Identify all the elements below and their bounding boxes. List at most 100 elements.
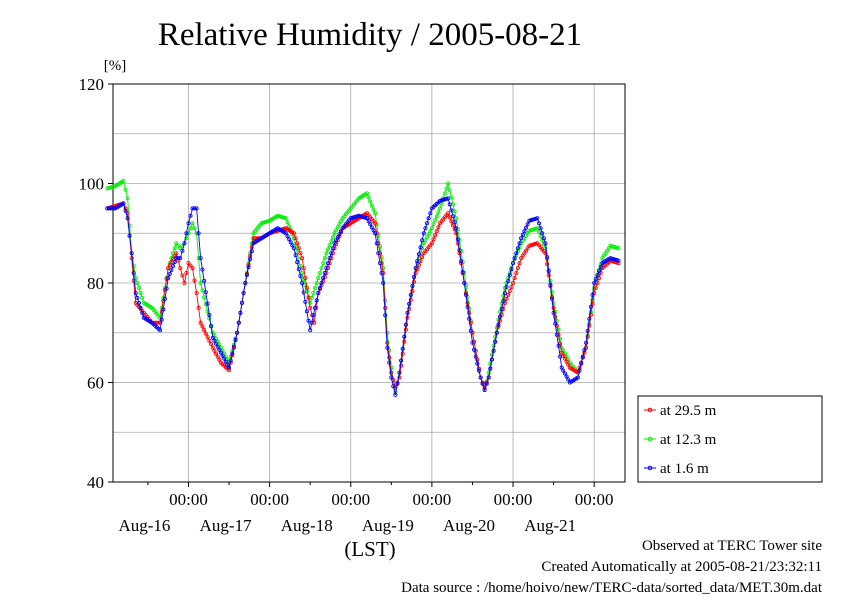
data-point <box>587 323 592 328</box>
data-point <box>543 241 548 246</box>
data-point <box>170 264 175 269</box>
data-point <box>327 256 332 261</box>
data-point <box>517 241 522 246</box>
data-point <box>283 216 288 221</box>
data-point <box>454 226 459 231</box>
data-point <box>387 360 392 365</box>
data-point <box>499 306 504 311</box>
data-point <box>180 248 185 253</box>
data-point <box>399 358 404 363</box>
data-point <box>314 298 319 303</box>
data-point <box>308 305 313 310</box>
data-point <box>446 211 451 216</box>
data-point <box>377 261 382 266</box>
data-point <box>233 337 238 342</box>
data-point <box>188 213 193 218</box>
data-point <box>330 246 335 251</box>
data-point <box>131 278 136 283</box>
data-point <box>426 216 431 221</box>
data-point <box>444 186 449 191</box>
data-point <box>407 301 412 306</box>
data-point <box>470 340 475 345</box>
x-axis-ticks: 00:00 Aug-16 00:00 Aug-17 00:00 Aug-18 00:00 Au… <box>118 482 614 535</box>
data-point <box>207 312 212 317</box>
data-point <box>287 237 292 242</box>
data-point <box>325 247 330 252</box>
legend-swatch-marker <box>647 465 653 471</box>
data-point <box>296 246 301 251</box>
data-point <box>239 300 244 305</box>
data-point <box>510 261 515 266</box>
data-point <box>190 221 195 226</box>
data-point <box>379 255 384 260</box>
data-point <box>217 357 222 362</box>
footer-data-source: Data source : /home/hoivo/new/TERC-data/… <box>401 580 823 595</box>
data-point <box>454 216 459 221</box>
data-point <box>502 290 507 295</box>
data-point <box>512 256 517 261</box>
data-point <box>125 216 130 221</box>
data-point <box>514 270 519 275</box>
data-point <box>512 275 517 280</box>
data-point <box>217 347 222 352</box>
data-point <box>486 370 491 375</box>
data-point <box>509 267 514 272</box>
data-point <box>510 280 515 285</box>
data-point <box>467 316 472 321</box>
data-point <box>395 381 400 386</box>
data-point <box>329 239 334 244</box>
data-point <box>488 366 493 371</box>
data-point <box>431 237 436 242</box>
y-tick-label: 40 <box>87 473 104 492</box>
data-point <box>538 226 543 231</box>
data-point <box>587 316 592 321</box>
data-point <box>338 229 343 234</box>
data-point <box>334 238 339 243</box>
data-point <box>246 265 251 270</box>
data-point <box>136 285 141 290</box>
data-point <box>554 332 559 337</box>
data-point <box>436 225 441 230</box>
data-point <box>592 280 597 285</box>
legend-box <box>637 395 823 483</box>
data-point <box>418 245 423 250</box>
data-point <box>330 235 335 240</box>
data-point <box>559 350 564 355</box>
data-point <box>182 280 187 285</box>
data-point <box>186 221 191 226</box>
data-point <box>174 256 179 261</box>
data-point <box>561 368 566 373</box>
data-point <box>597 269 602 274</box>
data-point <box>515 266 520 271</box>
data-point <box>476 368 481 373</box>
data-point <box>322 256 327 261</box>
data-point <box>321 261 326 266</box>
data-point <box>420 238 425 243</box>
data-point <box>525 222 530 227</box>
data-point <box>501 298 506 303</box>
data-point <box>428 229 433 234</box>
data-point <box>366 195 371 200</box>
data-point <box>322 270 327 275</box>
data-point <box>311 313 316 318</box>
data-point <box>507 272 512 277</box>
data-point <box>158 328 163 333</box>
data-point <box>426 232 431 237</box>
data-point <box>434 229 439 234</box>
data-point <box>410 283 415 288</box>
data-point <box>363 215 368 220</box>
data-point <box>556 343 561 348</box>
data-point <box>231 344 236 349</box>
data-point <box>312 305 317 310</box>
data-point <box>178 246 183 251</box>
data-point <box>215 344 220 349</box>
data-point <box>127 223 132 228</box>
data-point <box>192 226 197 231</box>
data-point <box>397 375 402 380</box>
data-point <box>475 361 480 366</box>
data-point <box>159 317 164 322</box>
data-point <box>488 361 493 366</box>
data-point <box>285 220 290 225</box>
data-point <box>517 261 522 266</box>
data-point <box>222 356 227 361</box>
